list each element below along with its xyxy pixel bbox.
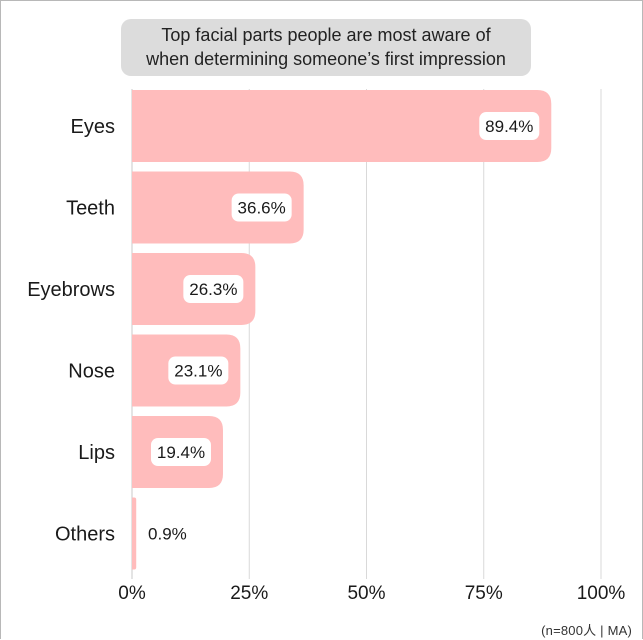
value-label-eyebrows: 26.3% [189,280,237,299]
category-label-lips: Lips [78,442,115,464]
chart-title: Top facial parts people are most aware o… [121,19,531,76]
value-label-nose: 23.1% [174,362,222,381]
category-label-teeth: Teeth [66,198,115,220]
value-label-eyes: 89.4% [485,117,533,136]
value-labels: 89.4% 36.6% 26.3% 23.1% 19.4% 0.9% [148,112,540,544]
value-label-lips: 19.4% [157,443,205,462]
value-label-box-teeth [231,193,292,222]
x-tick-label-100: 100% [577,583,626,604]
sample-footnote: (n=800人 | MA) [541,623,632,638]
x-tick-label-0: 0% [118,583,146,604]
value-label-box-eyebrows [183,275,244,303]
x-tick-labels: 0% 25% 50% 75% 100% [118,583,625,604]
category-label-eyes: Eyes [71,116,115,138]
category-label-nose: Nose [68,361,115,383]
bar-eyes [132,90,552,162]
bars [132,90,552,570]
value-label-teeth: 36.6% [238,199,286,218]
x-tick-label-50: 50% [347,583,385,604]
category-label-others: Others [55,524,115,546]
category-labels: Eyes Teeth Eyebrows Nose Lips Others [27,116,115,546]
value-label-others: 0.9% [148,525,187,544]
bar-others [132,497,137,570]
value-label-box-lips [150,438,211,466]
x-tick-label-75: 75% [465,583,503,604]
value-label-box-eyes [479,112,540,140]
gridlines [131,89,602,579]
chart-title-line-2: when determining someone’s first impress… [146,49,506,69]
value-label-box-nose [168,356,229,385]
chart-title-line-1: Top facial parts people are most aware o… [161,25,491,45]
bar-teeth [132,171,304,244]
category-label-eyebrows: Eyebrows [27,279,115,301]
x-tick-label-25: 25% [230,583,268,604]
